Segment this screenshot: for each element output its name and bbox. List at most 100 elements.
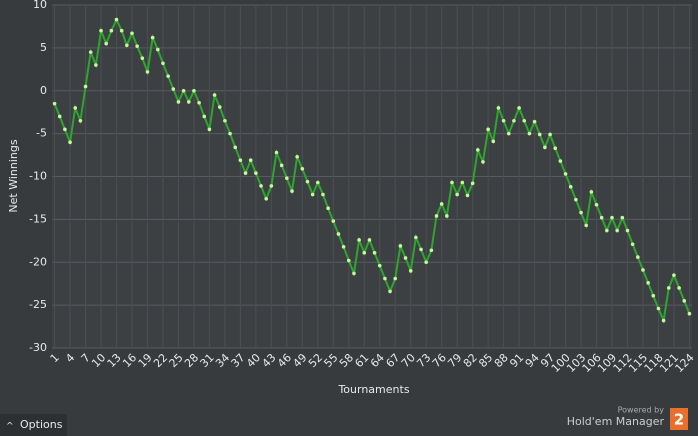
- data-point: [393, 276, 398, 281]
- data-point: [532, 119, 537, 124]
- data-point: [352, 271, 356, 276]
- data-point: [367, 238, 372, 242]
- data-point: [388, 289, 392, 294]
- data-point: [486, 127, 490, 132]
- data-point: [656, 306, 661, 311]
- data-point: [248, 158, 253, 163]
- y-tick-label: -20: [29, 255, 47, 268]
- data-point: [192, 88, 196, 93]
- data-point: [269, 184, 274, 188]
- data-point: [176, 100, 181, 104]
- data-point: [171, 87, 176, 91]
- data-point: [166, 74, 170, 78]
- data-point: [506, 131, 511, 136]
- data-point: [346, 258, 351, 263]
- data-point: [362, 251, 367, 255]
- data-point: [119, 28, 124, 33]
- data-point: [682, 299, 687, 303]
- data-point: [316, 180, 320, 185]
- data-point: [259, 184, 263, 188]
- data-point: [186, 100, 191, 104]
- data-point: [290, 189, 294, 193]
- data-point: [641, 268, 645, 272]
- data-point: [57, 114, 62, 119]
- x-axis-title: Tournaments: [337, 383, 409, 396]
- data-point: [300, 166, 305, 171]
- data-point: [305, 179, 310, 184]
- data-point: [403, 256, 408, 260]
- data-point: [202, 114, 207, 119]
- data-point: [68, 140, 72, 144]
- data-point: [522, 118, 527, 123]
- y-axis-title: Net Winnings: [7, 139, 20, 212]
- data-point: [584, 223, 588, 228]
- data-point: [285, 176, 289, 181]
- data-point: [512, 118, 516, 123]
- y-tick-label: -25: [29, 298, 47, 311]
- data-point: [568, 184, 573, 189]
- data-point: [419, 247, 423, 252]
- data-point: [651, 293, 656, 298]
- data-point: [104, 41, 108, 46]
- data-point: [233, 145, 238, 150]
- data-point: [646, 281, 650, 285]
- data-point: [424, 260, 428, 265]
- data-point: [491, 139, 496, 144]
- data-point: [321, 192, 325, 197]
- data-point: [666, 286, 671, 290]
- data-point: [610, 215, 614, 220]
- data-point: [238, 158, 243, 163]
- data-point: [476, 148, 480, 152]
- data-point: [429, 248, 434, 253]
- data-point: [52, 101, 57, 106]
- data-point: [140, 56, 145, 60]
- data-point: [114, 17, 119, 22]
- data-point: [372, 251, 377, 255]
- data-point: [217, 105, 222, 109]
- data-point: [264, 196, 268, 201]
- y-tick-label: -5: [36, 127, 47, 140]
- data-point: [527, 131, 532, 136]
- data-point: [599, 215, 604, 220]
- data-point: [537, 132, 542, 137]
- brand-badge: 2: [674, 411, 684, 429]
- y-tick-label: 10: [33, 0, 47, 11]
- data-point: [207, 127, 212, 132]
- y-tick-label: 5: [40, 41, 47, 54]
- data-point: [636, 255, 640, 259]
- data-point: [228, 131, 232, 136]
- options-button[interactable]: [0, 414, 67, 436]
- data-point: [630, 242, 635, 247]
- powered-by: Powered by: [618, 406, 665, 415]
- data-point: [589, 190, 594, 194]
- data-point: [295, 154, 299, 159]
- data-point: [455, 192, 459, 197]
- data-point: [88, 50, 93, 54]
- data-point: [574, 197, 578, 202]
- data-point: [615, 228, 619, 233]
- data-point: [197, 100, 201, 105]
- data-point: [150, 35, 155, 40]
- data-point: [310, 192, 315, 197]
- data-point: [501, 118, 506, 123]
- data-point: [548, 132, 552, 137]
- data-point: [605, 228, 609, 233]
- data-point: [553, 146, 558, 151]
- data-point: [336, 232, 341, 236]
- data-point: [445, 214, 449, 218]
- data-point: [672, 273, 676, 277]
- data-point: [677, 286, 681, 290]
- data-point: [625, 228, 630, 233]
- data-point: [331, 219, 336, 223]
- data-point: [496, 106, 501, 110]
- data-point: [181, 88, 186, 93]
- data-point: [398, 244, 403, 248]
- data-point: [579, 210, 583, 215]
- data-point: [470, 181, 475, 186]
- data-point: [517, 106, 521, 110]
- y-tick-label: 0: [40, 84, 47, 97]
- caret-icon: ^: [6, 422, 14, 432]
- data-point: [279, 163, 284, 168]
- y-tick-label: -30: [29, 341, 47, 354]
